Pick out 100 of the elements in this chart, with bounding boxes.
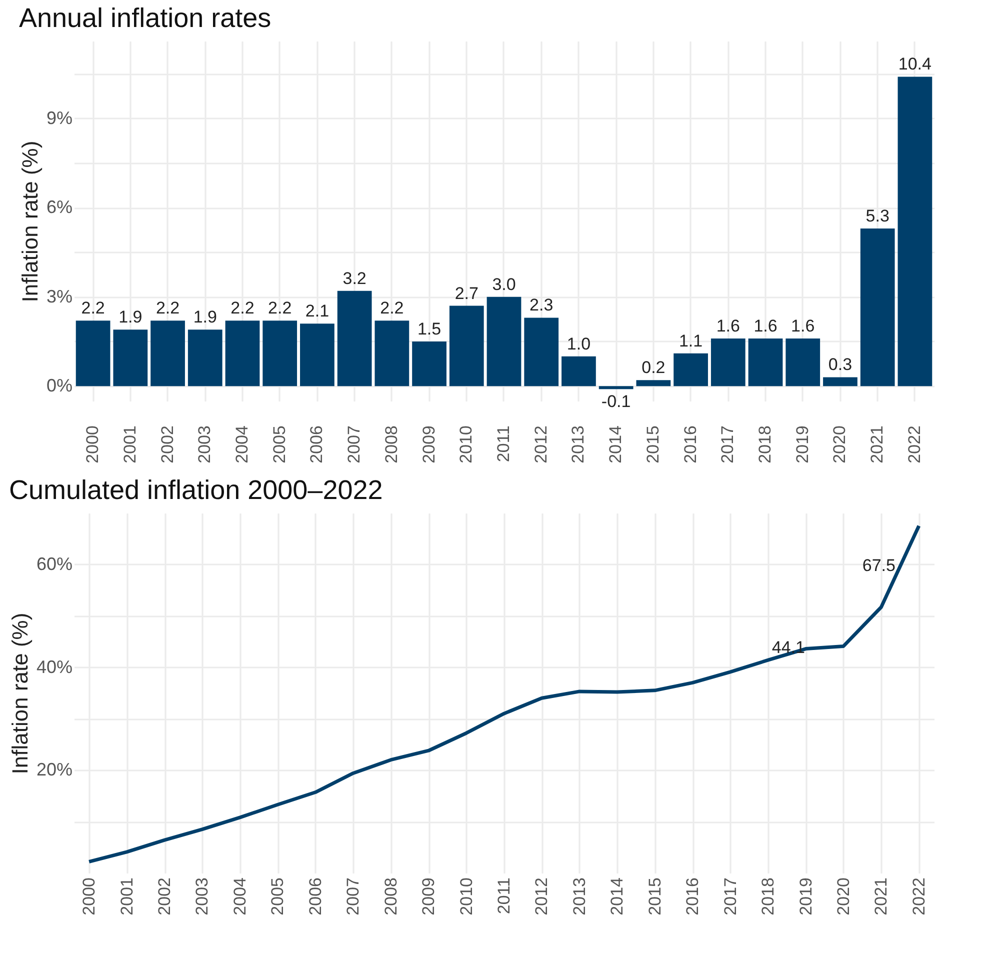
x-tick-label: 2013 [568,426,588,464]
data-label: -0.1 [601,392,631,412]
x-tick-label: 2019 [792,426,812,464]
x-tick-label: 2006 [307,426,326,464]
bar [860,228,895,386]
data-label: 1.6 [716,316,740,336]
bar [898,76,932,386]
x-tick-label: 2017 [718,426,738,464]
data-label: 2.7 [454,284,478,303]
data-label: 1.9 [118,308,142,327]
x-tick-label: 2020 [830,426,850,464]
x-tick-label: 2014 [606,426,626,464]
x-tick-label: 2021 [868,426,887,464]
bar [674,353,708,386]
x-tick-label: 2011 [494,878,514,914]
y-tick-label: 60% [36,554,72,574]
bar [300,324,334,386]
x-tick-label: 2012 [532,878,552,916]
line-series [87,524,921,864]
bar [150,320,185,386]
x-tick-label: 2022 [904,426,924,464]
x-tick-label: 2010 [456,878,476,916]
x-tick-label: 2002 [158,426,177,464]
bar [374,320,410,386]
bar [486,296,522,386]
annotation: 44.1 [772,638,806,658]
x-tick-label: 2006 [306,878,325,916]
x-tick-label: 2017 [720,878,740,916]
data-label: 1.1 [678,331,703,350]
data-label: 2.2 [230,298,254,318]
data-label: 2.1 [305,302,330,321]
x-tick-label: 2009 [419,878,438,916]
y-axis-title: Inflation rate (%) [17,140,42,302]
data-label: 2.2 [81,298,105,318]
x-tick-label: 2022 [909,878,928,916]
bar [562,356,596,386]
y-tick-label: 20% [36,760,72,780]
x-tick-label: 2016 [680,426,700,464]
bar [412,341,446,386]
chart-title: Cumulated inflation 2000–2022 [8,475,383,505]
annotation: 67.5 [862,556,896,575]
bar [524,318,559,386]
data-label: 1.6 [791,316,815,336]
y-tick-label: 40% [36,656,72,677]
bar [748,338,783,386]
x-tick-label: 2010 [456,426,476,464]
x-tick-label: 2002 [155,878,174,916]
bar [823,377,858,386]
data-label: 2.2 [156,298,180,318]
x-tick-label: 2000 [83,426,102,464]
data-label: 2.2 [380,298,404,318]
x-tick-label: 2001 [120,426,140,464]
data-label: 5.3 [866,206,890,226]
bar [76,320,110,386]
data-label: 1.5 [417,319,442,338]
x-tick-label: 2000 [80,878,99,916]
x-tick-label: 2019 [796,878,816,916]
bar [262,320,298,386]
x-tick-label: 2007 [344,426,364,464]
data-label: 0.3 [828,355,852,374]
data-label: 1.6 [754,316,778,336]
x-tick-label: 2016 [683,878,702,916]
y-axis-title: Inflation rate (%) [7,612,32,774]
x-tick-label: 2018 [756,426,775,464]
x-tick-label: 2008 [382,426,401,464]
x-tick-label: 2015 [645,878,664,916]
x-tick-label: 2003 [192,878,212,916]
x-tick-label: 2013 [570,878,589,916]
data-label: 1.0 [566,334,591,354]
chart-title: Annual inflation rates [18,3,272,33]
y-tick-label: 6% [46,197,72,218]
data-label: 3.2 [342,268,366,288]
bar [188,330,222,386]
bar [225,320,260,386]
x-tick-label: 2009 [419,426,438,464]
x-tick-label: 2011 [494,426,513,462]
x-tick-label: 2020 [834,878,853,916]
x-tick-label: 2005 [268,878,288,916]
x-tick-label: 2004 [232,426,252,464]
y-tick-label: 9% [46,108,72,128]
x-tick-label: 2014 [608,878,627,916]
y-tick-label: 3% [46,286,72,306]
x-tick-label: 2012 [531,426,550,464]
x-tick-label: 2015 [643,426,662,464]
x-tick-label: 2008 [381,878,400,916]
x-tick-label: 2007 [344,878,363,916]
data-label: 3.0 [492,274,516,294]
bar [710,338,746,386]
x-tick-label: 2005 [270,426,289,464]
bar [786,338,820,386]
x-tick-label: 2004 [230,878,250,916]
data-label: 1.9 [193,308,217,327]
bar [113,330,148,386]
bar [449,306,484,386]
bar [636,380,671,386]
x-tick-label: 2021 [872,878,891,916]
bar [598,386,634,390]
data-label: 10.4 [898,54,932,74]
x-tick-label: 2001 [117,878,136,916]
y-tick-label: 0% [46,376,72,396]
